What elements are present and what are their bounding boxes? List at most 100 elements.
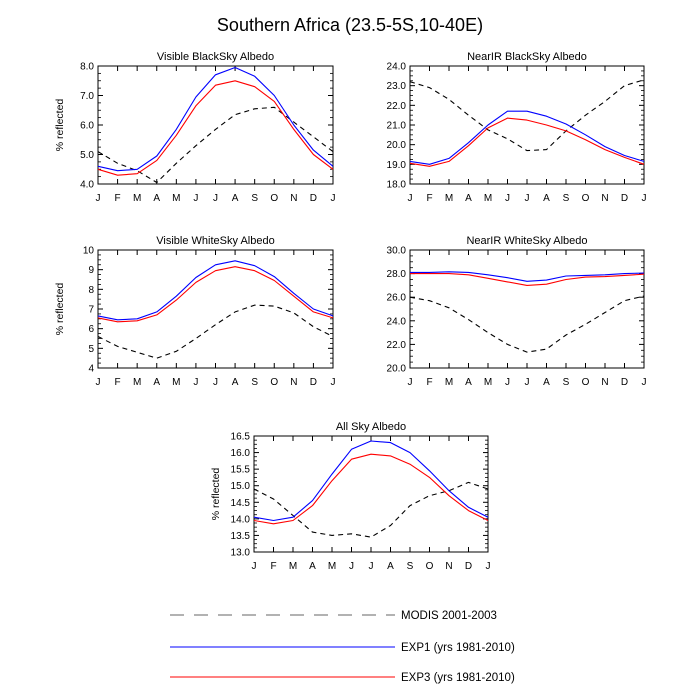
series-line-exp1 — [409, 110, 645, 165]
x-tick-label: J — [525, 377, 530, 388]
y-tick-label: 30.0 — [387, 246, 407, 257]
y-axis-label: % reflected — [54, 283, 66, 336]
x-tick-label: F — [270, 561, 276, 572]
x-tick-label: O — [270, 193, 278, 204]
x-tick-label: J — [369, 561, 374, 572]
x-tick-label: A — [543, 193, 550, 204]
x-tick-label: M — [289, 561, 297, 572]
y-tick-label: 19.0 — [387, 160, 407, 171]
y-tick-label: 15.5 — [231, 465, 251, 476]
x-tick-label: J — [408, 193, 413, 204]
y-tick-label: 14.5 — [231, 498, 251, 509]
panel-title: NearIR WhiteSky Albedo — [466, 235, 587, 247]
series-line-modis — [409, 79, 645, 152]
x-tick-label: M — [133, 377, 141, 388]
plot-frame — [97, 249, 334, 369]
series-line-exp3 — [97, 266, 334, 323]
x-tick-label: O — [582, 193, 590, 204]
series-line-modis — [253, 481, 489, 538]
figure-title: Southern Africa (23.5-5S,10-40E) — [217, 15, 483, 35]
y-tick-label: 8.0 — [80, 62, 94, 73]
series-line-exp3 — [253, 453, 489, 525]
y-tick-label: 24.0 — [387, 62, 407, 73]
x-tick-label: M — [484, 193, 492, 204]
x-tick-label: J — [193, 193, 198, 204]
y-tick-label: 24.0 — [387, 316, 407, 327]
x-tick-label: J — [252, 561, 257, 572]
y-tick-label: 4 — [88, 364, 94, 375]
y-tick-label: 28.0 — [387, 269, 407, 280]
x-tick-label: A — [309, 561, 316, 572]
chart-panel: All Sky Albedo 13.0 13.5 14.0 14.5 15.0 15.5 16… — [210, 421, 491, 572]
x-tick-label: J — [331, 377, 336, 388]
y-tick-label: 14.0 — [231, 514, 251, 525]
y-tick-label: 23.0 — [387, 81, 407, 92]
y-tick-label: 4.0 — [80, 180, 94, 191]
x-tick-label: F — [115, 193, 121, 204]
x-tick-label: M — [133, 193, 141, 204]
y-tick-label: 7.0 — [80, 91, 94, 102]
plot-frame — [409, 65, 645, 185]
x-tick-label: J — [505, 377, 510, 388]
x-tick-label: D — [621, 193, 628, 204]
y-tick-label: 16.0 — [231, 448, 251, 459]
series-line-exp3 — [97, 80, 334, 176]
x-tick-label: A — [465, 377, 472, 388]
x-tick-label: M — [445, 193, 453, 204]
x-tick-label: J — [96, 377, 101, 388]
x-tick-label: O — [426, 561, 434, 572]
x-tick-label: J — [505, 193, 510, 204]
x-tick-label: D — [310, 193, 317, 204]
y-tick-label: 16.5 — [231, 432, 251, 443]
series-line-exp1 — [253, 440, 489, 522]
series-line-modis — [97, 106, 334, 184]
chart-panel: Visible BlackSky Albedo 4.0 5.0 6.0 7.0 8.0 J F… — [54, 51, 336, 204]
x-tick-label: A — [153, 377, 160, 388]
x-tick-label: D — [621, 377, 628, 388]
x-tick-label: M — [484, 377, 492, 388]
legend-label-exp3: EXP3 (yrs 1981-2010) — [401, 672, 515, 684]
x-tick-label: D — [465, 561, 472, 572]
x-tick-label: J — [486, 561, 491, 572]
panel-title: All Sky Albedo — [336, 421, 406, 433]
x-tick-label: J — [408, 377, 413, 388]
x-tick-label: D — [310, 377, 317, 388]
x-tick-label: A — [232, 377, 239, 388]
x-tick-label: A — [543, 377, 550, 388]
y-tick-label: 8 — [88, 285, 94, 296]
y-tick-label: 26.0 — [387, 293, 407, 304]
y-axis-label: % reflected — [210, 468, 222, 521]
x-tick-label: M — [445, 377, 453, 388]
y-tick-label: 20.0 — [387, 140, 407, 151]
series-line-modis — [97, 304, 334, 359]
panel-title: NearIR BlackSky Albedo — [467, 51, 587, 63]
x-tick-label: A — [387, 561, 394, 572]
legend-label-modis: MODIS 2001-2003 — [401, 610, 497, 622]
y-tick-label: 13.0 — [231, 548, 251, 559]
x-tick-label: O — [582, 377, 590, 388]
y-tick-label: 22.0 — [387, 101, 407, 112]
y-tick-label: 6.0 — [80, 121, 94, 132]
x-tick-label: J — [642, 193, 647, 204]
x-tick-label: N — [290, 377, 297, 388]
x-tick-label: M — [328, 561, 336, 572]
x-tick-label: J — [642, 377, 647, 388]
x-tick-label: N — [601, 193, 608, 204]
x-tick-label: A — [232, 193, 239, 204]
plot-frame — [409, 249, 645, 369]
y-tick-label: 6 — [88, 324, 94, 335]
x-tick-label: J — [193, 377, 198, 388]
x-tick-label: J — [349, 561, 354, 572]
x-tick-label: J — [525, 193, 530, 204]
x-tick-label: S — [251, 377, 258, 388]
x-tick-label: N — [445, 561, 452, 572]
x-tick-label: F — [426, 377, 432, 388]
panel-title: Visible BlackSky Albedo — [157, 51, 274, 63]
panel-title: Visible WhiteSky Albedo — [156, 235, 274, 247]
y-tick-label: 21.0 — [387, 121, 407, 132]
y-tick-label: 7 — [88, 305, 94, 316]
y-tick-label: 18.0 — [387, 180, 407, 191]
y-tick-label: 10 — [83, 246, 95, 257]
legend: MODIS 2001-2003 EXP1 (yrs 1981-2010) EXP3 … — [170, 610, 515, 684]
